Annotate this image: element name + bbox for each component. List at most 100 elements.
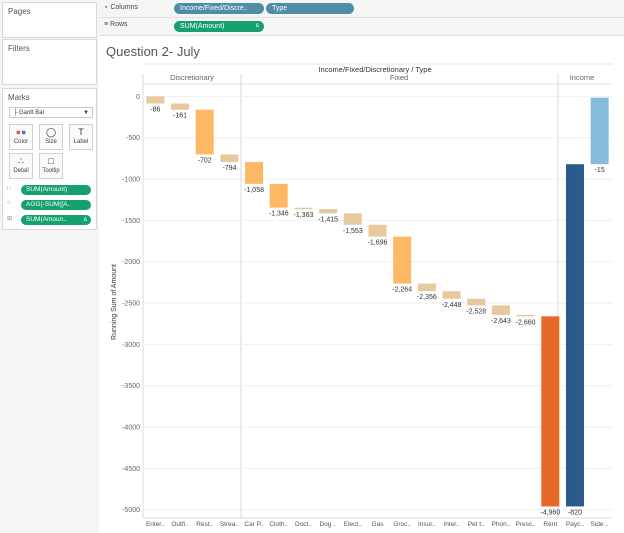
group-header-fixed: Fixed <box>390 73 408 82</box>
size-pill-icon: ○ <box>7 200 11 206</box>
filters-card[interactable]: Filters <box>2 39 97 85</box>
y-tick-label: 0 <box>136 94 140 101</box>
bar-13[interactable] <box>442 291 461 299</box>
bar-16[interactable] <box>516 314 535 317</box>
rows-pill-sum-amount[interactable]: SUM(Amount) Δ <box>174 21 264 32</box>
bar-17[interactable] <box>541 316 560 507</box>
bar-3[interactable] <box>195 109 214 155</box>
data-label: -1,363 <box>294 212 314 219</box>
data-label: -794 <box>222 165 236 172</box>
pages-card[interactable]: Pages <box>2 2 97 38</box>
color-pill-icon: ∷ <box>7 186 11 192</box>
data-labels: -86-161-702-794-1,058-1,346 -1,363-1,415-… <box>150 107 605 517</box>
mark-type-value: Gantt Bar <box>18 110 45 116</box>
color-icon: ●● <box>15 127 27 137</box>
x-tick-label: Outfi.. <box>171 521 189 528</box>
data-label: -15 <box>595 167 605 174</box>
gridlines <box>143 95 612 511</box>
detail-button[interactable]: ∴ Detail <box>9 153 33 179</box>
marks-pill-label[interactable]: SUM(Amoun.. Δ <box>21 215 91 225</box>
bars <box>146 96 609 507</box>
tooltip-button[interactable]: □ Tooltip <box>39 153 63 179</box>
y-tick-label: -1000 <box>122 177 140 184</box>
columns-shelf[interactable]: ⋆ Columns Income/Fixed/Discre.. Type <box>99 0 624 18</box>
left-panel: Pages Filters Marks ├ Gantt Bar ▼ ●● Col… <box>0 0 99 533</box>
data-label: -161 <box>173 113 187 120</box>
bar-9[interactable] <box>343 213 362 225</box>
detail-icon: ∴ <box>18 156 24 166</box>
y-tick-label: -1500 <box>122 218 140 225</box>
columns-label-text: Columns <box>110 4 138 11</box>
data-label: -2,356 <box>417 294 437 301</box>
detail-label: Detail <box>13 168 29 174</box>
mark-type-dropdown[interactable]: ├ Gantt Bar ▼ <box>9 107 93 118</box>
group-header-discretionary: Discretionary <box>170 73 214 82</box>
rows-pill-text: SUM(Amount) <box>180 23 225 30</box>
marks-card: Marks ├ Gantt Bar ▼ ●● Color ◯ Size T La… <box>2 88 97 230</box>
y-axis-label: Running Sum of Amount <box>111 264 118 340</box>
y-tick-label: -2000 <box>122 259 140 266</box>
x-tick-label: Elect.. <box>344 521 362 528</box>
bar-10[interactable] <box>368 224 387 237</box>
size-button[interactable]: ◯ Size <box>39 124 63 150</box>
label-pill-icon: ⊞ <box>7 216 13 222</box>
filters-title: Filters <box>8 44 30 53</box>
bar-11[interactable] <box>393 236 412 284</box>
x-tick-label: Cloth.. <box>269 521 288 528</box>
x-tick-label: Inter.. <box>443 521 459 528</box>
label-icon: T <box>78 127 84 137</box>
color-button[interactable]: ●● Color <box>9 124 33 150</box>
bar-8[interactable] <box>319 209 338 214</box>
x-tick-label: Rent <box>543 521 557 528</box>
columns-shelf-label: ⋆ Columns <box>104 4 138 11</box>
size-label: Size <box>45 139 57 145</box>
columns-pill-income-fixed[interactable]: Income/Fixed/Discre.. <box>174 3 264 14</box>
data-label: -1,553 <box>343 228 363 235</box>
bar-6[interactable] <box>269 183 288 208</box>
data-label: -2,643 <box>491 318 511 325</box>
delta-icon: Δ <box>83 217 87 223</box>
bar-14[interactable] <box>467 298 486 306</box>
bar-19[interactable] <box>590 97 609 165</box>
bar-2[interactable] <box>171 103 190 110</box>
columns-pill-type[interactable]: Type <box>266 3 354 14</box>
x-tick-label: Rest.. <box>196 521 213 528</box>
x-tick-label: Car P.. <box>244 521 264 528</box>
bar-15[interactable] <box>491 305 510 315</box>
x-tick-label: Strea.. <box>220 521 239 528</box>
x-tick-label: Phon.. <box>492 521 511 528</box>
marks-title: Marks <box>8 93 30 102</box>
x-tick-label: Insur.. <box>418 521 436 528</box>
bar-7[interactable] <box>294 207 313 210</box>
data-label: -1,346 <box>269 211 289 218</box>
label-button[interactable]: T Label <box>69 124 93 150</box>
bar-12[interactable] <box>417 283 436 292</box>
x-tick-label: Pet t.. <box>468 521 485 528</box>
data-label: -1,415 <box>318 216 338 223</box>
y-tick-label: -3000 <box>122 342 140 349</box>
data-label: -86 <box>150 107 160 114</box>
data-label: -2,528 <box>466 308 486 315</box>
bar-18[interactable] <box>565 164 584 507</box>
x-tick-label: Dog .. <box>319 521 337 528</box>
data-label: -2,448 <box>442 302 462 309</box>
data-label: -1,696 <box>368 240 388 247</box>
tooltip-icon: □ <box>48 156 54 166</box>
bar-1[interactable] <box>146 96 165 104</box>
data-label: -820 <box>568 509 582 516</box>
label-label: Label <box>73 139 89 145</box>
marks-pill-size[interactable]: AGG(-SUM([A.. <box>21 200 91 210</box>
size-icon: ◯ <box>45 127 57 137</box>
y-axis-ticks: 0 -500 -1000 -1500 -2000 -2500 -3000 -3500 -4000… <box>122 94 140 514</box>
marks-pill-color[interactable]: SUM(Amount) <box>21 185 91 195</box>
x-tick-label: Side .. <box>590 521 609 528</box>
x-tick-label: Doct.. <box>295 521 312 528</box>
y-tick-label: -5000 <box>122 507 140 514</box>
rows-shelf-label: ≡ Rows <box>104 21 128 28</box>
bar-4[interactable] <box>220 154 239 163</box>
column-header-title: Income/Fixed/Discretionary / Type <box>318 65 431 74</box>
rows-shelf[interactable]: ≡ Rows SUM(Amount) Δ <box>99 18 624 36</box>
data-label: -2,660 <box>516 319 536 326</box>
bar-5[interactable] <box>245 162 264 184</box>
y-tick-label: -3500 <box>122 383 140 390</box>
